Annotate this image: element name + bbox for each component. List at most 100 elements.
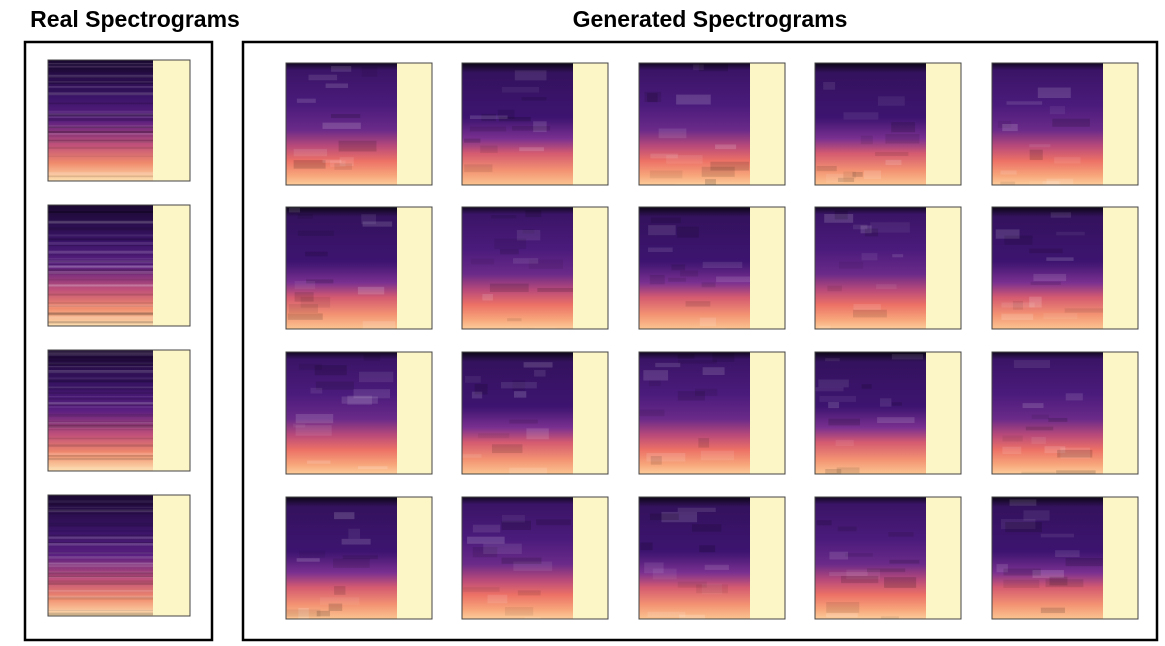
- texture: [696, 584, 728, 594]
- texture: [48, 113, 153, 116]
- texture: [48, 613, 153, 615]
- texture: [48, 562, 153, 565]
- texture: [294, 292, 314, 302]
- texture: [489, 283, 529, 293]
- texture: [48, 452, 153, 456]
- texture: [536, 519, 571, 526]
- spectrogram: [815, 352, 926, 474]
- texture: [685, 301, 711, 307]
- texture: [507, 318, 522, 322]
- texture: [1001, 313, 1034, 320]
- texture: [1006, 101, 1043, 105]
- pad: [750, 352, 785, 474]
- texture: [860, 225, 872, 234]
- texture: [48, 406, 153, 408]
- texture: [48, 211, 153, 213]
- texture: [48, 509, 153, 513]
- texture: [864, 228, 879, 237]
- spectrogram: [48, 205, 153, 326]
- texture: [701, 166, 735, 177]
- texture: [512, 380, 526, 391]
- spectrogram: [992, 497, 1103, 619]
- texture: [1037, 87, 1071, 99]
- texture: [1004, 235, 1033, 245]
- texture: [48, 522, 153, 526]
- texture: [1060, 447, 1091, 459]
- texture: [497, 109, 515, 119]
- texture: [48, 293, 153, 296]
- texture: [525, 210, 542, 218]
- texture: [48, 312, 153, 315]
- texture: [836, 467, 860, 473]
- texture: [48, 131, 153, 134]
- texture: [647, 247, 673, 253]
- texture: [1000, 519, 1036, 530]
- pad: [153, 495, 190, 616]
- texture: [48, 551, 153, 554]
- texture: [48, 234, 153, 237]
- texture: [297, 230, 334, 236]
- texture: [860, 135, 873, 145]
- texture: [715, 144, 737, 150]
- panel-frame: [241, 40, 1159, 642]
- tile-frame: [47, 349, 191, 472]
- texture: [504, 606, 534, 616]
- texture: [299, 550, 326, 558]
- texture: [474, 383, 488, 395]
- texture: [48, 304, 153, 308]
- texture: [48, 613, 153, 616]
- texture: [668, 277, 686, 282]
- texture: [48, 110, 153, 113]
- texture: [509, 467, 547, 474]
- texture: [1043, 313, 1078, 320]
- texture: [48, 265, 153, 268]
- texture: [825, 469, 842, 474]
- texture: [639, 409, 665, 417]
- texture: [334, 163, 352, 170]
- texture: [48, 126, 153, 128]
- texture: [293, 148, 328, 157]
- texture: [48, 420, 153, 424]
- texture: [528, 259, 564, 269]
- texture: [517, 590, 541, 596]
- texture: [526, 428, 549, 440]
- texture: [287, 313, 323, 320]
- texture: [48, 454, 153, 457]
- texture: [471, 391, 483, 399]
- texture: [1025, 426, 1054, 431]
- texture: [677, 581, 707, 588]
- texture: [48, 424, 153, 427]
- texture: [48, 245, 153, 247]
- texture: [293, 423, 306, 428]
- texture: [843, 112, 879, 120]
- texture: [516, 229, 541, 241]
- texture: [48, 253, 153, 256]
- texture: [1029, 144, 1051, 148]
- texture: [699, 545, 716, 553]
- pad: [1103, 207, 1138, 329]
- texture: [48, 260, 153, 263]
- texture: [48, 590, 153, 592]
- texture: [48, 380, 153, 383]
- texture: [892, 254, 904, 258]
- texture: [846, 569, 881, 580]
- texture: [48, 401, 153, 405]
- texture: [339, 157, 354, 167]
- texture: [293, 160, 326, 169]
- texture: [48, 370, 153, 374]
- texture: [322, 122, 361, 129]
- tile-frame: [991, 496, 1139, 620]
- tile-frame: [814, 351, 962, 475]
- texture: [835, 439, 854, 446]
- texture: [48, 76, 153, 78]
- texture: [316, 610, 331, 617]
- texture: [1055, 550, 1080, 558]
- texture: [334, 512, 355, 520]
- texture: [338, 140, 377, 152]
- texture: [48, 114, 153, 118]
- texture: [837, 526, 857, 532]
- texture: [997, 120, 1012, 129]
- texture: [48, 413, 153, 417]
- texture: [843, 171, 856, 179]
- texture: [341, 538, 371, 545]
